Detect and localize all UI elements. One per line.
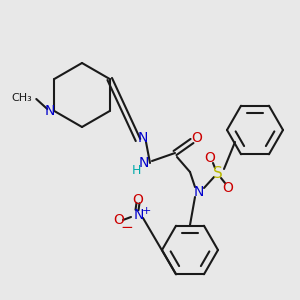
Text: H: H (131, 164, 141, 178)
Text: N: N (134, 208, 144, 222)
Text: O: O (133, 193, 143, 207)
Text: CH₃: CH₃ (11, 93, 32, 103)
Text: N: N (138, 131, 148, 145)
Text: N: N (194, 185, 204, 199)
Text: N: N (139, 156, 149, 170)
Text: −: − (121, 220, 134, 236)
Text: S: S (213, 166, 223, 181)
Text: O: O (114, 213, 124, 227)
Text: N: N (45, 104, 56, 118)
Text: O: O (223, 181, 233, 195)
Text: O: O (192, 131, 203, 145)
Text: O: O (205, 151, 215, 165)
Text: +: + (141, 206, 151, 216)
